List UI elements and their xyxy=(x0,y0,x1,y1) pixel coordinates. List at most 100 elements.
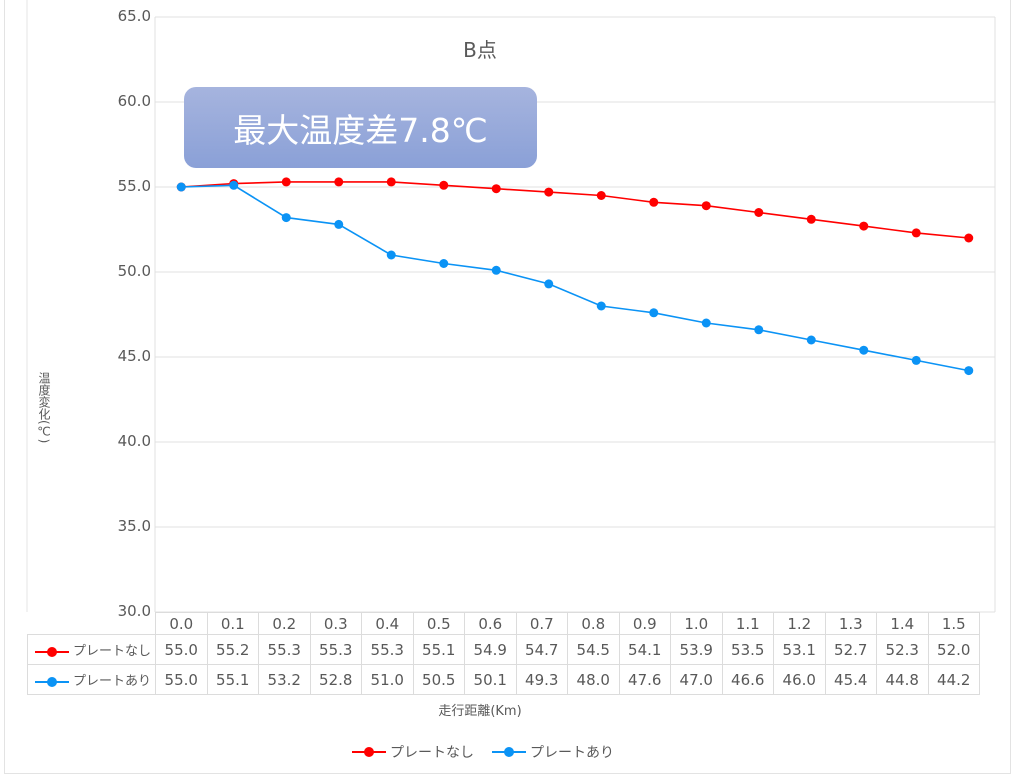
table-cell: 55.3 xyxy=(309,634,362,665)
data-point[interactable] xyxy=(491,184,501,194)
table-cell: 52.3 xyxy=(876,634,929,665)
x-tick-label: 0.6 xyxy=(464,612,517,635)
data-point[interactable] xyxy=(281,177,291,187)
table-header-row: 0.0 0.1 0.2 0.3 0.4 0.5 0.6 0.7 0.8 0.9 1.0 1.1 1.2 1… xyxy=(27,612,980,635)
y-axis-label: 温度変化(℃) xyxy=(37,372,51,444)
table-cell: 50.5 xyxy=(412,664,465,695)
table-cell: 53.1 xyxy=(773,634,826,665)
x-tick-label: 1.0 xyxy=(670,612,723,635)
table-cell: 55.3 xyxy=(258,634,311,665)
table-cell: 55.3 xyxy=(361,634,414,665)
x-tick-label: 0.7 xyxy=(515,612,568,635)
table-cell: 52.8 xyxy=(309,664,362,695)
data-point[interactable] xyxy=(386,250,396,260)
table-cell: 45.4 xyxy=(824,664,877,695)
chart-frame xyxy=(4,0,1011,774)
table-row: プレートなし 55.0 55.2 55.3 55.3 55.3 55.1 54.9 54.7 54… xyxy=(27,634,980,665)
table-cell: 54.5 xyxy=(567,634,620,665)
data-point[interactable] xyxy=(596,191,606,200)
red-line-marker-icon xyxy=(352,747,386,757)
legend: プレートなし プレートあり xyxy=(352,742,614,762)
data-point[interactable] xyxy=(754,325,764,335)
data-point[interactable] xyxy=(701,318,711,328)
table-cell: 44.8 xyxy=(876,664,929,695)
table-cell: 55.0 xyxy=(155,664,208,695)
legend-item-no-plate[interactable]: プレートなし xyxy=(352,742,474,762)
y-tick-label: 40.0 xyxy=(117,432,151,450)
x-tick-label: 1.2 xyxy=(773,612,826,635)
data-point[interactable] xyxy=(806,335,816,345)
table-corner xyxy=(27,612,156,635)
data-point[interactable] xyxy=(176,182,186,192)
legend-item-with-plate[interactable]: プレートあり xyxy=(492,742,614,762)
x-tick-label: 0.2 xyxy=(258,612,311,635)
x-tick-label: 1.3 xyxy=(824,612,877,635)
x-tick-label: 0.3 xyxy=(309,612,362,635)
legend-label: プレートなし xyxy=(390,745,474,761)
data-point[interactable] xyxy=(281,213,291,223)
x-tick-label: 0.4 xyxy=(361,612,414,635)
data-point[interactable] xyxy=(439,180,449,190)
y-tick-label: 35.0 xyxy=(117,517,151,535)
data-point[interactable] xyxy=(911,228,921,238)
table-cell: 52.7 xyxy=(824,634,877,665)
table-cell: 50.1 xyxy=(464,664,517,695)
table-cell: 44.2 xyxy=(927,664,980,695)
data-table: 0.0 0.1 0.2 0.3 0.4 0.5 0.6 0.7 0.8 0.9 1.0 1.1 1.2 1… xyxy=(27,612,980,695)
table-row: プレートあり 55.0 55.1 53.2 52.8 51.0 50.5 50.1 49.3 48… xyxy=(27,664,980,695)
max-difference-callout: 最大温度差7.8℃ xyxy=(184,87,537,168)
data-point[interactable] xyxy=(386,177,396,187)
x-tick-label: 0.0 xyxy=(155,612,208,635)
data-point[interactable] xyxy=(701,201,711,211)
x-tick-label: 0.5 xyxy=(412,612,465,635)
data-point[interactable] xyxy=(649,197,659,207)
x-tick-label: 0.9 xyxy=(618,612,671,635)
data-point[interactable] xyxy=(229,180,239,190)
blue-line-marker-icon xyxy=(492,747,526,757)
data-point[interactable] xyxy=(544,279,554,289)
data-point[interactable] xyxy=(544,187,554,197)
table-cell: 46.0 xyxy=(773,664,826,695)
table-cell: 46.6 xyxy=(721,664,774,695)
series-label: プレートあり xyxy=(27,664,156,695)
x-axis-label: 走行距離(Km) xyxy=(438,704,522,719)
data-point[interactable] xyxy=(491,265,501,275)
table-cell: 49.3 xyxy=(515,664,568,695)
y-tick-label: 45.0 xyxy=(117,347,151,365)
table-cell: 51.0 xyxy=(361,664,414,695)
data-point[interactable] xyxy=(596,301,606,311)
data-point[interactable] xyxy=(649,308,659,318)
line-marker-icon xyxy=(34,646,69,657)
data-point[interactable] xyxy=(859,345,869,355)
data-point[interactable] xyxy=(334,177,344,187)
table-cell: 55.1 xyxy=(206,664,259,695)
legend-label: プレートあり xyxy=(530,745,614,761)
table-cell: 54.1 xyxy=(618,634,671,665)
table-cell: 53.9 xyxy=(670,634,723,665)
data-point[interactable] xyxy=(334,219,344,229)
table-cell: 55.0 xyxy=(155,634,208,665)
line-marker-icon xyxy=(34,676,69,687)
y-tick-label: 60.0 xyxy=(117,92,151,110)
y-tick-label: 65.0 xyxy=(117,7,151,25)
x-tick-label: 0.8 xyxy=(567,612,620,635)
table-cell: 47.0 xyxy=(670,664,723,695)
table-cell: 55.1 xyxy=(412,634,465,665)
x-tick-label: 1.1 xyxy=(721,612,774,635)
table-cell: 47.6 xyxy=(618,664,671,695)
table-cell: 52.0 xyxy=(927,634,980,665)
data-point[interactable] xyxy=(439,259,449,268)
data-point[interactable] xyxy=(964,233,974,243)
series-label: プレートなし xyxy=(27,634,156,665)
table-cell: 54.7 xyxy=(515,634,568,665)
data-point[interactable] xyxy=(911,355,921,365)
table-cell: 53.2 xyxy=(258,664,311,695)
data-point[interactable] xyxy=(964,366,974,376)
data-point[interactable] xyxy=(859,221,869,231)
data-point[interactable] xyxy=(754,208,764,217)
data-point[interactable] xyxy=(806,214,816,224)
x-tick-label: 1.4 xyxy=(876,612,929,635)
table-cell: 48.0 xyxy=(567,664,620,695)
x-tick-label: 0.1 xyxy=(206,612,259,635)
